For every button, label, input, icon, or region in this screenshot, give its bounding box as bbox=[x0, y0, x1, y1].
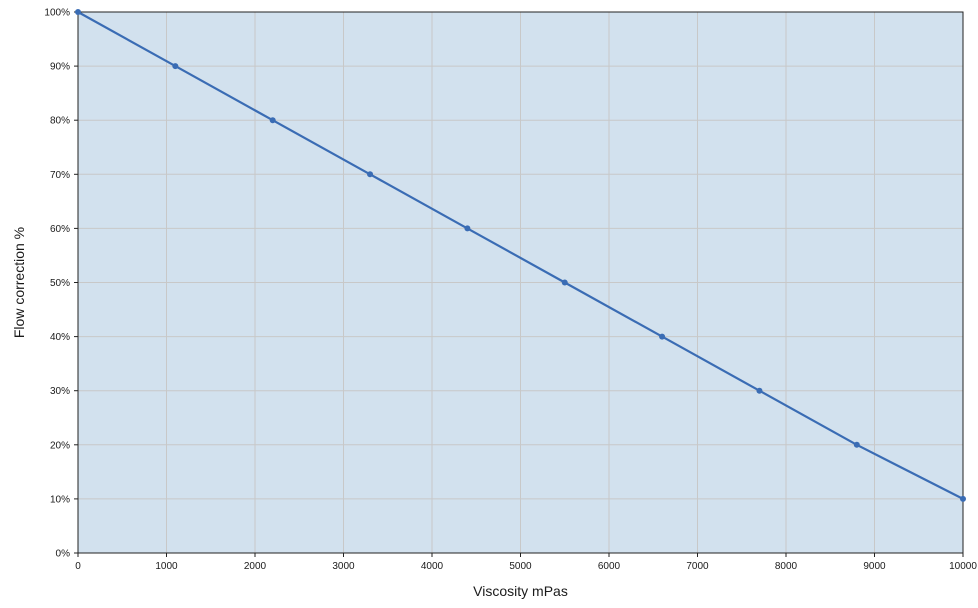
y-tick-label: 80% bbox=[50, 116, 70, 127]
x-tick-label: 2000 bbox=[244, 561, 267, 572]
data-point bbox=[464, 225, 471, 232]
x-tick-label: 0 bbox=[75, 561, 81, 572]
data-point bbox=[853, 441, 860, 448]
y-tick-label: 20% bbox=[50, 440, 70, 451]
x-tick-label: 7000 bbox=[686, 561, 709, 572]
data-point bbox=[561, 279, 568, 286]
data-point bbox=[756, 387, 763, 394]
series-layer bbox=[75, 9, 966, 502]
data-point bbox=[659, 333, 666, 340]
y-axis-ticks: 0% 10% 20% 30% 40% 50% 60% 70% 80% 90% 100% bbox=[44, 8, 78, 560]
x-axis-title: Viscosity mPas bbox=[473, 583, 568, 599]
data-point bbox=[269, 117, 276, 124]
data-point bbox=[960, 495, 966, 502]
y-tick-label: 100% bbox=[44, 8, 70, 19]
grid-lines bbox=[78, 12, 963, 553]
series-line bbox=[77, 11, 964, 500]
y-tick-label: 50% bbox=[50, 278, 70, 289]
x-tick-label: 1000 bbox=[155, 561, 178, 572]
y-tick-label: 10% bbox=[50, 494, 70, 505]
x-tick-label: 6000 bbox=[598, 561, 621, 572]
x-axis-ticks: 0 1000 2000 3000 4000 5000 6000 7000 8000 9000 100… bbox=[75, 553, 977, 572]
x-tick-label: 10000 bbox=[949, 561, 977, 572]
x-tick-label: 9000 bbox=[863, 561, 886, 572]
data-point bbox=[172, 63, 179, 70]
x-tick-label: 4000 bbox=[421, 561, 444, 572]
x-tick-label: 3000 bbox=[332, 561, 355, 572]
y-tick-label: 60% bbox=[50, 224, 70, 235]
y-tick-label: 0% bbox=[56, 549, 71, 560]
x-tick-label: 8000 bbox=[775, 561, 798, 572]
y-axis-title: Flow correction % bbox=[11, 227, 27, 338]
y-tick-label: 70% bbox=[50, 170, 70, 181]
data-point bbox=[75, 9, 81, 15]
y-tick-label: 30% bbox=[50, 386, 70, 397]
y-tick-label: 40% bbox=[50, 332, 70, 343]
x-tick-label: 5000 bbox=[509, 561, 532, 572]
y-tick-label: 90% bbox=[50, 62, 70, 73]
data-point bbox=[367, 171, 374, 178]
